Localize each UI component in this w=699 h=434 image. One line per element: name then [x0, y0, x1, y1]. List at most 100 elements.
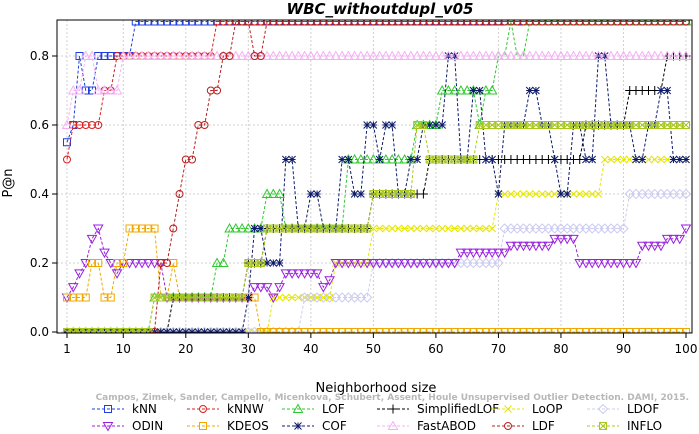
- data-point-fastabod: [311, 50, 323, 60]
- x-axis: 1 10 20 30 40 50 60 70 80 90 100: [63, 333, 697, 356]
- data-point-ldf: [544, 20, 553, 26]
- legend-label: LoOP: [532, 402, 563, 416]
- data-point-ldf: [663, 20, 672, 26]
- data-point-inflo: [363, 224, 372, 233]
- data-point-odin: [324, 276, 335, 286]
- data-point-odin: [543, 241, 554, 252]
- legend-item-cof: COF: [282, 419, 347, 433]
- data-point-fastabod: [643, 50, 654, 60]
- data-point-loop: [482, 224, 490, 233]
- data-point-odin: [280, 269, 292, 279]
- data-point-cof: [432, 121, 440, 129]
- data-point-lof: [261, 188, 273, 198]
- data-point-cof: [357, 190, 365, 198]
- data-point-odin: [67, 283, 79, 293]
- data-point-fastabod: [680, 50, 692, 60]
- data-point-loop: [538, 190, 547, 198]
- data-point-fastabod: [636, 50, 648, 60]
- data-point-odin: [518, 241, 529, 252]
- data-point-odin: [461, 248, 473, 259]
- data-point-knnw: [63, 155, 71, 164]
- data-point-odin: [142, 259, 154, 269]
- data-point-odin: [274, 283, 285, 293]
- data-point-fastabod: [399, 50, 410, 60]
- data-point-odin: [493, 248, 504, 259]
- data-point-lof: [236, 222, 248, 233]
- data-point-kdeos: [419, 328, 428, 333]
- legend-item-kdeos: KDEOS: [187, 419, 269, 433]
- data-point-kdeos: [438, 328, 447, 333]
- legend-label: kNNW: [227, 402, 264, 416]
- data-point-fastabod: [411, 50, 423, 60]
- data-point-cof: [669, 155, 678, 164]
- data-point-odin: [436, 259, 448, 269]
- data-point-cof: [557, 190, 565, 198]
- data-point-lof: [361, 153, 373, 164]
- x-tick-label: 60: [428, 342, 443, 356]
- data-point-odin: [661, 234, 673, 245]
- data-point-cof: [407, 155, 415, 164]
- data-point-kdeos: [525, 328, 534, 333]
- data-point-fastabod: [111, 84, 123, 95]
- data-point-cof: [638, 155, 647, 164]
- data-point-kdeos: [444, 328, 453, 333]
- data-point-odin: [80, 259, 92, 269]
- data-point-odin: [624, 259, 636, 269]
- data-point-odin: [511, 241, 523, 252]
- data-point-odin: [486, 248, 498, 259]
- data-point-loop: [613, 155, 622, 164]
- data-point-cof: [225, 328, 234, 333]
- data-point-kdeos: [313, 328, 322, 333]
- data-point-odin: [130, 259, 142, 269]
- x-tick-label: 40: [303, 342, 318, 356]
- data-point-odin: [549, 234, 561, 245]
- data-point-cof: [363, 121, 371, 129]
- data-point-ldf: [600, 20, 609, 26]
- data-point-cof: [425, 121, 434, 129]
- data-point-kdeos: [400, 328, 409, 333]
- data-point-loop: [457, 224, 465, 233]
- data-point-cof: [188, 328, 196, 333]
- data-point-kdeos: [288, 328, 297, 333]
- data-point-cof: [663, 86, 672, 95]
- data-point-odin: [455, 248, 467, 259]
- data-point-ldf: [631, 20, 640, 26]
- data-point-inflo: [238, 293, 247, 302]
- data-point-fastabod: [505, 50, 517, 60]
- data-point-fastabod: [61, 119, 73, 129]
- data-point-ldf: [325, 20, 334, 26]
- data-point-fastabod: [455, 50, 467, 60]
- data-point-ldf: [588, 20, 597, 26]
- data-point-fastabod: [292, 50, 304, 60]
- data-point-kdeos: [338, 328, 347, 333]
- data-point-cof: [338, 155, 346, 164]
- data-point-cof: [388, 121, 396, 129]
- data-point-fastabod: [599, 50, 611, 60]
- data-point-fastabod: [574, 50, 586, 60]
- data-point-cof: [657, 86, 665, 95]
- data-point-ldf: [306, 20, 315, 26]
- data-point-ldf: [619, 20, 628, 26]
- data-point-odin: [99, 248, 110, 259]
- data-point-lof: [211, 257, 223, 267]
- data-point-kdeos: [513, 328, 522, 333]
- y-tick-label: 0.4: [30, 187, 49, 201]
- data-point-loop: [488, 224, 497, 233]
- data-point-fastabod: [149, 50, 160, 60]
- data-point-odin: [255, 283, 267, 293]
- data-point-loop: [519, 190, 528, 198]
- series-line-kdeos: [67, 228, 686, 333]
- data-point-fastabod: [611, 50, 623, 60]
- data-point-cof: [200, 328, 209, 333]
- data-point-kdeos: [106, 293, 115, 302]
- data-point-kdeos: [125, 224, 134, 233]
- data-point-ldf: [650, 20, 659, 26]
- data-point-ldf: [288, 20, 297, 26]
- data-point-cof: [344, 155, 353, 164]
- series-line-simplifiedlof: [67, 55, 686, 333]
- legend-marker: [597, 403, 609, 415]
- data-point-knn: [131, 20, 140, 26]
- data-point-fastabod: [305, 50, 317, 60]
- data-point-loop: [525, 190, 534, 198]
- data-point-odin: [643, 241, 654, 252]
